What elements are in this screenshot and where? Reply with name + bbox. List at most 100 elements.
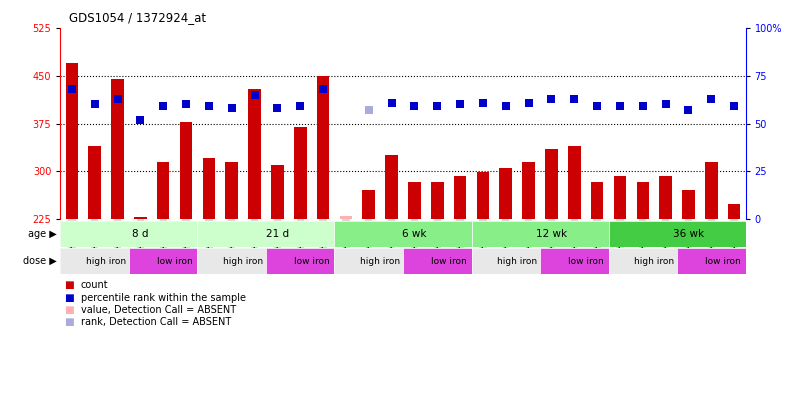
Bar [540,248,609,275]
Bar [659,176,672,219]
Bar [111,79,124,219]
Point [88,101,101,108]
Bar [180,122,193,219]
Bar [476,173,489,219]
Point [317,86,330,92]
Bar [339,215,352,219]
Text: high iron: high iron [634,257,675,266]
Point [522,99,535,106]
Text: low iron: low iron [430,257,467,266]
Point [385,99,398,106]
Point [362,107,375,113]
Text: GDS1054 / 1372924_at: GDS1054 / 1372924_at [69,11,206,24]
Bar [334,248,403,275]
Point [248,92,261,98]
Bar [500,168,512,219]
Bar [609,221,746,247]
Text: ■: ■ [64,292,74,303]
Point [545,96,558,102]
Point [408,103,421,110]
Bar [385,155,398,219]
Text: dose ▶: dose ▶ [23,256,56,266]
Bar [129,248,197,275]
Bar [613,176,626,219]
Bar [202,158,215,219]
Point [202,103,215,110]
Point [499,103,512,110]
Text: count: count [81,281,108,290]
Bar [317,76,330,219]
Point [682,107,695,113]
Bar [89,146,101,219]
Point [454,101,467,108]
Text: low iron: low iron [293,257,330,266]
Bar [408,182,421,219]
Bar [403,248,472,275]
Text: high iron: high iron [497,257,538,266]
Point [180,101,193,108]
Bar [472,221,609,247]
Bar [134,217,147,219]
Bar [677,248,746,275]
Bar [705,162,717,219]
Bar [197,248,266,275]
Text: ■: ■ [64,305,74,315]
Point [567,96,580,102]
Bar [545,149,558,219]
Point [293,103,306,110]
Point [704,96,717,102]
Text: rank, Detection Call = ABSENT: rank, Detection Call = ABSENT [81,317,231,327]
Text: high iron: high iron [360,257,401,266]
Point [271,105,284,111]
Point [134,117,147,123]
Point [156,103,169,110]
Point [476,99,489,106]
Text: ■: ■ [64,281,74,290]
Bar [363,190,375,219]
Bar [431,182,443,219]
Bar [271,165,284,219]
Text: value, Detection Call = ABSENT: value, Detection Call = ABSENT [81,305,235,315]
Bar [226,162,238,219]
Bar [637,182,649,219]
Text: high iron: high iron [86,257,127,266]
Text: low iron: low iron [704,257,741,266]
Point [111,96,124,102]
Bar [522,162,535,219]
Text: age ▶: age ▶ [27,229,56,239]
Point [225,105,239,111]
Point [430,103,443,110]
Bar [60,221,197,247]
Text: 21 d: 21 d [266,229,289,239]
Bar [65,63,78,219]
Text: 8 d: 8 d [132,229,148,239]
Point [65,86,78,92]
Text: 6 wk: 6 wk [402,229,426,239]
Text: low iron: low iron [567,257,604,266]
Bar [568,146,580,219]
Text: percentile rank within the sample: percentile rank within the sample [81,292,246,303]
Bar [454,175,467,219]
Text: 36 wk: 36 wk [673,229,704,239]
Text: ■: ■ [64,317,74,327]
Text: high iron: high iron [223,257,264,266]
Bar [60,248,129,275]
Bar [609,248,677,275]
Bar [157,162,169,219]
Bar [728,204,741,219]
Point [636,103,649,110]
Text: 12 wk: 12 wk [536,229,567,239]
Bar [294,127,306,219]
Bar [472,248,540,275]
Bar [197,221,334,247]
Bar [682,190,695,219]
Text: low iron: low iron [156,257,193,266]
Point [613,103,626,110]
Bar [266,248,334,275]
Bar [248,89,261,219]
Point [659,101,672,108]
Bar [591,182,604,219]
Point [728,103,741,110]
Point [591,103,604,110]
Bar [334,221,472,247]
